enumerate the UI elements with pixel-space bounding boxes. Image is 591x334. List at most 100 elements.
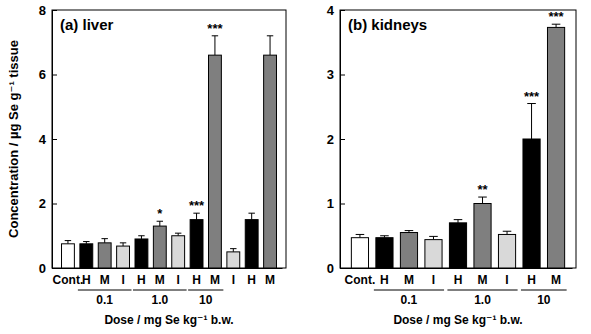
- y-tick-mark: [52, 139, 57, 140]
- x-tick: M: [100, 268, 110, 287]
- panel-title: (b) kidneys: [348, 16, 427, 33]
- x-tick: I: [177, 268, 180, 287]
- bar: [400, 233, 417, 268]
- y-tick: 4: [39, 132, 57, 147]
- bar: [98, 243, 111, 268]
- y-axis: 01234: [327, 3, 345, 276]
- error-cap: [248, 213, 254, 214]
- y-tick: 2: [39, 196, 57, 211]
- bar: [190, 220, 203, 268]
- error-cap: [454, 219, 463, 220]
- y-tick-label: 6: [39, 67, 46, 82]
- y-axis: 02468: [39, 3, 57, 276]
- bar: [62, 244, 75, 268]
- y-tick-mark: [52, 10, 57, 11]
- y-tick-mark: [340, 139, 345, 140]
- error-cap: [429, 236, 438, 237]
- error-cap: [267, 35, 273, 36]
- x-tick-label: M: [155, 273, 165, 287]
- panel-title: (a) liver: [60, 16, 114, 33]
- significance-label: ***: [207, 21, 223, 36]
- x-tick: H: [247, 268, 256, 287]
- group-label: 10: [537, 293, 551, 307]
- x-axis-line: [345, 268, 573, 269]
- x-tick: I: [505, 268, 508, 287]
- group-label: 1.0: [151, 293, 168, 307]
- bar: [153, 226, 166, 268]
- bar: [376, 238, 393, 268]
- x-tick-label: H: [454, 273, 463, 287]
- y-tick-label: 3: [327, 67, 334, 82]
- significance-label: ***: [189, 198, 205, 213]
- bar: [172, 236, 185, 268]
- x-tick-label: M: [551, 273, 561, 287]
- group-bracket: [133, 290, 187, 291]
- error-bar: [159, 221, 160, 226]
- error-bar: [104, 239, 105, 243]
- significance-label: **: [477, 182, 488, 197]
- y-tick-label: 2: [327, 132, 334, 147]
- bar: [498, 234, 515, 268]
- bar: [449, 223, 466, 268]
- bar: [80, 244, 93, 268]
- y-tick: 3: [327, 67, 345, 82]
- x-tick-label: H: [527, 273, 536, 287]
- figure: 02468Cont.HMIHMIHMIHM0.11.010*******(a) …: [0, 0, 591, 334]
- x-tick: M: [478, 268, 488, 287]
- y-tick-mark: [340, 10, 345, 11]
- y-tick-mark: [52, 268, 57, 269]
- y-tick-label: 0: [327, 261, 334, 276]
- x-axis-title: Dose / mg Se kg⁻¹ b.w.: [104, 313, 233, 327]
- y-tick-mark: [340, 75, 345, 76]
- x-tick: I: [232, 268, 235, 287]
- group-label: 0.1: [401, 293, 418, 307]
- x-tick-label: I: [432, 273, 435, 287]
- x-axis: Cont.HMIHMIHMIHM: [53, 268, 283, 287]
- x-tick-label: I: [177, 273, 180, 287]
- y-tick-label: 8: [39, 3, 46, 18]
- error-cap: [380, 235, 389, 236]
- bar: [227, 252, 240, 268]
- x-tick-label: M: [265, 273, 275, 287]
- x-tick: M: [265, 268, 275, 287]
- significance-label: ***: [524, 89, 540, 104]
- significance-label: ***: [548, 9, 564, 24]
- x-tick: Cont.: [345, 268, 376, 287]
- bar: [135, 239, 148, 268]
- x-tick: H: [192, 268, 201, 287]
- x-tick: I: [432, 268, 435, 287]
- y-tick-label: 2: [39, 196, 46, 211]
- bar: [264, 55, 277, 268]
- bar: [117, 246, 130, 268]
- bars: [62, 36, 277, 268]
- y-tick-mark: [340, 268, 345, 269]
- x-tick: I: [121, 268, 124, 287]
- error-bar: [531, 104, 532, 139]
- error-cap: [503, 231, 512, 232]
- bar: [209, 55, 222, 268]
- error-bar: [270, 36, 271, 55]
- y-tick: 6: [39, 67, 57, 82]
- y-axis-title: Concentration / µg Se g⁻¹ tissue: [6, 40, 21, 238]
- x-tick-label: I: [232, 273, 235, 287]
- x-tick-label: H: [137, 273, 146, 287]
- x-tick-label: M: [478, 273, 488, 287]
- error-cap: [230, 248, 236, 249]
- significance-label: *: [157, 206, 163, 221]
- x-tick: H: [137, 268, 146, 287]
- error-bar: [482, 197, 483, 203]
- y-tick-mark: [52, 75, 57, 76]
- y-tick: 4: [327, 3, 345, 18]
- error-cap: [101, 238, 107, 239]
- x-tick: H: [82, 268, 91, 287]
- x-tick-label: H: [380, 273, 389, 287]
- x-tick-label: M: [210, 273, 220, 287]
- group-label: 1.0: [474, 293, 491, 307]
- x-tick: M: [155, 268, 165, 287]
- x-tick: H: [380, 268, 389, 287]
- group-bracket: [447, 290, 517, 291]
- error-cap: [138, 235, 144, 236]
- bar: [425, 240, 442, 268]
- panel: 01234Cont.HMIHMIHM0.11.010********(b) ki…: [327, 3, 576, 327]
- y-tick-label: 4: [39, 132, 47, 147]
